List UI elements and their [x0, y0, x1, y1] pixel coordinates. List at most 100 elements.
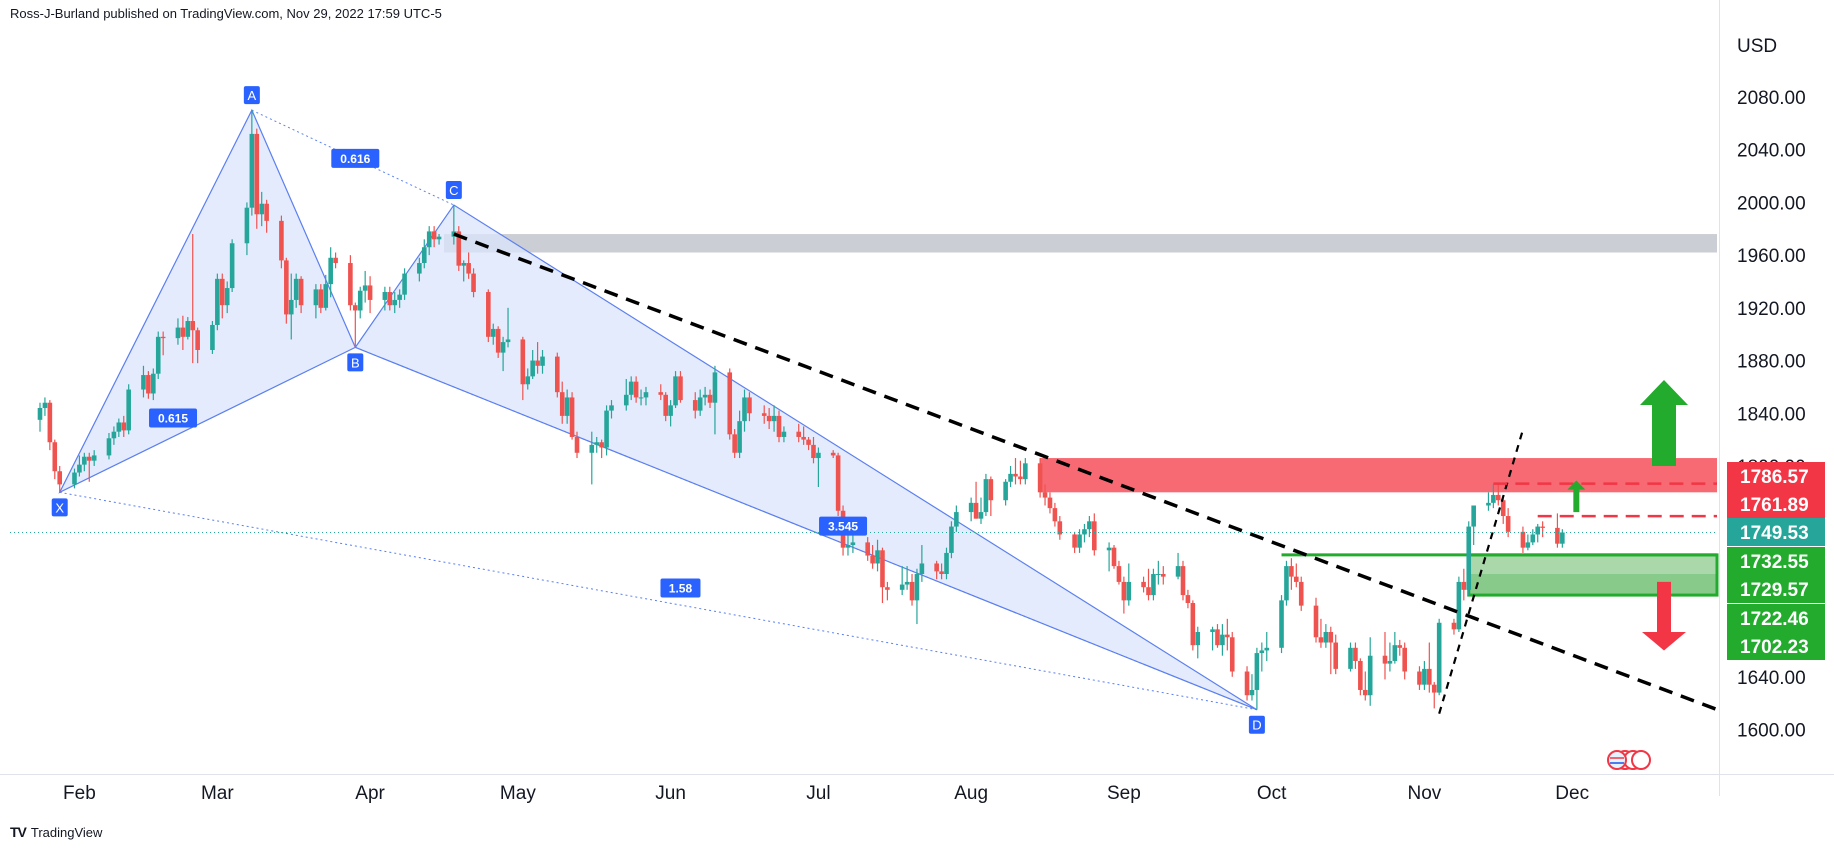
candle-body: [471, 273, 476, 293]
candle-body: [914, 574, 920, 601]
candle-body: [811, 444, 816, 459]
candle-body: [1121, 581, 1127, 601]
candle-body: [1451, 622, 1457, 630]
candle-body: [865, 542, 870, 556]
candle-body: [983, 479, 989, 513]
candle-body: [1126, 581, 1132, 601]
candle-body: [328, 257, 333, 285]
candle-body: [141, 375, 146, 390]
candle-body: [727, 372, 733, 435]
candle-body: [1284, 566, 1289, 601]
candle-body: [392, 299, 398, 306]
ratio-badge: [819, 516, 868, 536]
candle-body: [732, 434, 737, 453]
candle-body: [1215, 629, 1220, 646]
candle-body: [801, 436, 806, 440]
candle-body: [431, 231, 437, 240]
candle-body: [1382, 655, 1388, 664]
pattern-point-badge: [445, 181, 462, 200]
candle-body: [604, 410, 609, 448]
candle-body: [1259, 650, 1265, 654]
candle-body: [1431, 684, 1437, 693]
month-label: Mar: [201, 783, 234, 804]
candle-body: [402, 273, 407, 295]
pattern-point-a: A: [243, 86, 260, 105]
candle-body: [210, 324, 215, 350]
candle-body: [968, 502, 974, 513]
candle-body: [1042, 492, 1048, 498]
candle-body: [367, 285, 373, 300]
tradingview-footer: TV TradingView: [10, 824, 102, 840]
ratio-value: 3.545: [828, 520, 858, 534]
candle-body: [1057, 521, 1063, 535]
candle-body: [1289, 566, 1294, 577]
candle-body: [850, 542, 856, 546]
pattern-point-d: D: [1248, 715, 1265, 734]
candle-body: [712, 372, 718, 403]
candle-body: [870, 555, 875, 564]
price-tick-label: 1920.00: [1737, 299, 1806, 320]
candle-body: [180, 327, 186, 337]
candle-body: [1520, 531, 1526, 548]
pattern-point-c: C: [445, 181, 462, 200]
candle-body: [1037, 463, 1043, 493]
month-label: Jun: [655, 783, 686, 804]
candle-body: [939, 571, 944, 575]
candle-body: [323, 284, 329, 308]
flag-icon[interactable]: [1607, 750, 1651, 770]
candle-body: [284, 260, 289, 315]
candle-body: [1116, 566, 1122, 582]
candle-body: [988, 479, 994, 501]
triangle-xab: [58, 108, 357, 494]
price-tick-label: 2000.00: [1737, 193, 1806, 214]
ratio-value: 0.615: [158, 412, 188, 426]
price-axis[interactable]: 1600.00 1640.00 1840.00 1880.00 1920.00 1960.…: [1737, 88, 1806, 742]
candle-body: [1328, 631, 1334, 643]
candle-body: [564, 397, 570, 416]
candle-body: [1190, 603, 1196, 646]
candle-body: [1422, 668, 1427, 685]
candle-body: [333, 257, 338, 264]
candle-body: [1008, 473, 1013, 482]
candle-body: [57, 471, 63, 485]
candle-body: [1160, 574, 1166, 577]
candle-body: [185, 321, 191, 337]
candle-body: [1392, 645, 1398, 661]
candle-body: [633, 381, 639, 398]
price-tick-label: 1960.00: [1737, 246, 1806, 267]
candle-body: [1461, 581, 1467, 590]
price-tag: 1761.89: [1727, 490, 1825, 518]
candle-body: [195, 330, 200, 350]
month-label: Dec: [1555, 783, 1589, 804]
price-tag-value: 1749.53: [1740, 523, 1809, 544]
candle-body: [254, 133, 260, 215]
candle-body: [525, 376, 531, 385]
candle-body: [1023, 463, 1028, 480]
candle-body: [106, 438, 112, 456]
candle-body: [1436, 622, 1442, 693]
candle-body: [678, 376, 683, 401]
time-axis[interactable]: Feb Mar Apr May Jun Jul Aug Sep Oct Nov Dec: [63, 783, 1589, 804]
month-label: Aug: [954, 783, 988, 804]
candle-body: [42, 402, 48, 408]
publisher-attribution: Ross-J-Burland published on TradingView.…: [10, 6, 442, 21]
pattern-dotted-line-2: [355, 346, 1258, 711]
candle-body: [555, 356, 560, 393]
candle-body: [954, 512, 959, 527]
candle-body: [505, 339, 511, 343]
price-tag-value: 1702.23: [1740, 637, 1809, 658]
candle-body: [1456, 581, 1462, 630]
candle-body: [1555, 527, 1560, 544]
price-tag-value: 1761.89: [1740, 495, 1809, 516]
candle-body: [1111, 547, 1117, 567]
candle-body: [949, 526, 954, 553]
candle-body: [313, 289, 319, 306]
pattern-point-b: B: [347, 353, 364, 372]
candle-body: [623, 394, 629, 406]
candle-body: [1333, 642, 1339, 669]
price-tick-label: 1600.00: [1737, 721, 1806, 742]
candle-body: [116, 422, 122, 432]
pattern-point-badge: [1248, 715, 1265, 734]
candle-body: [875, 550, 880, 564]
